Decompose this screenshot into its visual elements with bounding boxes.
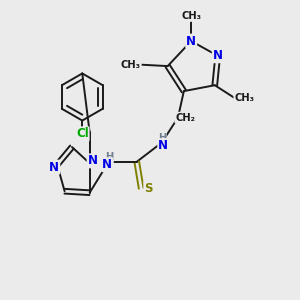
- Text: N: N: [186, 34, 196, 48]
- Text: N: N: [213, 49, 223, 62]
- Text: S: S: [144, 182, 153, 195]
- Text: N: N: [102, 158, 112, 171]
- Text: CH₃: CH₃: [181, 11, 201, 21]
- Text: H: H: [105, 152, 113, 162]
- Text: CH₃: CH₃: [121, 60, 141, 70]
- Text: N: N: [88, 154, 98, 167]
- Text: N: N: [49, 160, 59, 174]
- Text: N: N: [158, 139, 168, 152]
- Text: H: H: [158, 133, 166, 143]
- Text: Cl: Cl: [76, 127, 89, 140]
- Text: CH₃: CH₃: [234, 94, 254, 103]
- Text: CH₂: CH₂: [175, 112, 195, 123]
